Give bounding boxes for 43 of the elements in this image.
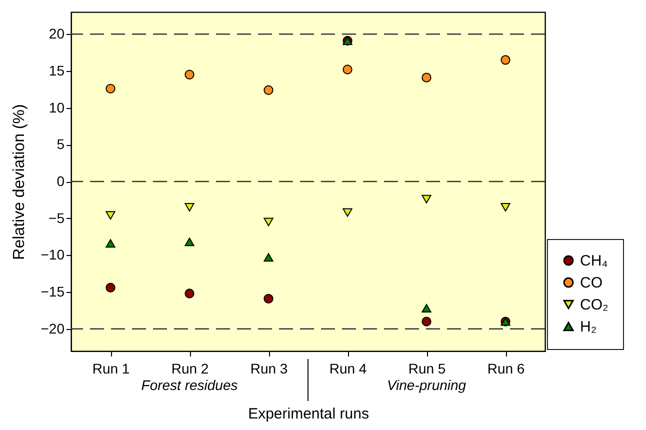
y-axis-title: Relative deviation (%)	[10, 104, 28, 260]
legend-label: CH₄	[580, 252, 608, 270]
y-tick-label: −20	[40, 320, 65, 336]
text: Forest residues	[141, 377, 238, 393]
point	[106, 84, 116, 94]
legend-label: CO₂	[580, 296, 608, 314]
point	[422, 304, 432, 313]
y-tick-label: 0	[56, 173, 65, 189]
point	[106, 211, 116, 220]
point	[422, 194, 432, 204]
point	[184, 288, 194, 298]
point	[184, 203, 194, 212]
point	[264, 218, 274, 226]
y-tick-label: 15	[48, 62, 65, 78]
y-tick-label: −15	[40, 284, 65, 300]
x-tick-label: Run 1	[92, 360, 130, 376]
point	[422, 316, 432, 326]
text: Vine-pruning	[386, 377, 466, 393]
point	[184, 70, 194, 80]
point	[264, 253, 274, 262]
x-tick-label: Run 5	[408, 360, 446, 376]
legend-label: H₂	[580, 318, 597, 336]
point	[500, 55, 510, 65]
x-tick-label: Run 3	[250, 360, 288, 376]
point	[342, 64, 352, 74]
x-tick-label: Run 2	[171, 360, 209, 376]
legend-label: CO	[580, 274, 602, 292]
point	[342, 208, 352, 217]
y-tick-label: −10	[40, 246, 65, 263]
x-tick-label: Run 4	[329, 360, 367, 376]
x-axis-title: Experimental runs	[248, 406, 369, 422]
point	[264, 85, 274, 95]
x-tick-label: Run 6	[487, 360, 525, 376]
point	[500, 203, 510, 212]
y-tick-label: −5	[48, 210, 65, 226]
point	[184, 238, 194, 246]
point	[422, 72, 432, 82]
point	[106, 282, 116, 292]
point	[106, 239, 116, 248]
y-tick-label: 5	[56, 136, 65, 152]
y-tick-label: 20	[48, 26, 65, 42]
point	[264, 294, 274, 304]
y-tick-label: 10	[48, 99, 65, 116]
